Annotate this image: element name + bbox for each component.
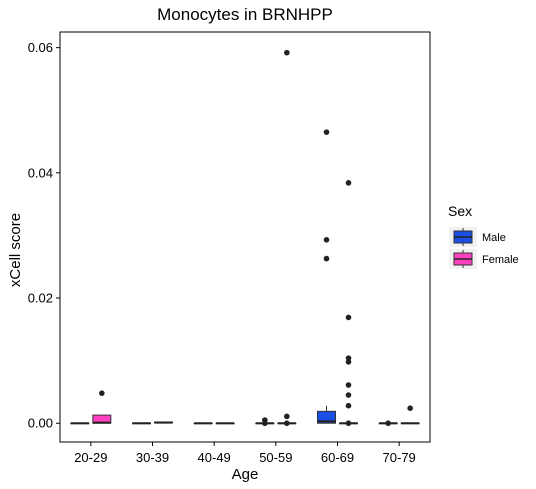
outlier-point — [99, 390, 105, 396]
outlier-point — [345, 359, 352, 365]
x-tick-label: 50-59 — [259, 450, 292, 465]
x-axis: 20-29 30-39 40-49 50-59 60-69 70-79 — [74, 442, 416, 465]
box-male-60-69 — [317, 129, 336, 424]
outlier-point — [345, 382, 352, 388]
outlier-point — [284, 413, 290, 420]
legend-title: Sex — [448, 203, 472, 219]
box-marks — [70, 49, 420, 427]
box-female-20-29 — [92, 390, 112, 424]
outlier-point — [323, 237, 330, 243]
plot-panel — [59, 31, 431, 443]
outlier-point — [345, 402, 352, 409]
outlier-point — [284, 420, 290, 427]
box-female-30-39 — [154, 421, 173, 424]
outlier-point — [345, 420, 352, 427]
outlier-point — [345, 314, 352, 321]
box-male-50-59 — [255, 417, 275, 427]
chart-title: Monocytes in BRNHPP — [157, 5, 333, 24]
y-tick-label: 0.02 — [28, 291, 53, 306]
box-male-70-79 — [378, 420, 398, 427]
outlier-point — [345, 392, 352, 398]
box-male-30-39 — [132, 422, 151, 425]
outlier-point — [323, 129, 330, 135]
outlier-point — [323, 255, 330, 262]
box-iqr — [317, 410, 336, 424]
y-axis: 0.00 0.02 0.04 0.06 — [28, 40, 60, 431]
y-tick-label: 0.06 — [28, 40, 53, 55]
box-female-50-59 — [277, 49, 297, 427]
x-tick-label: 30-39 — [136, 450, 169, 465]
outlier-point — [262, 420, 268, 427]
legend-item-female: Female — [449, 249, 519, 269]
legend-label: Female — [482, 254, 519, 266]
x-tick-label: 70-79 — [383, 450, 416, 465]
box-female-60-69 — [339, 180, 358, 427]
y-tick-label: 0.00 — [28, 416, 53, 431]
y-tick-label: 0.04 — [28, 165, 53, 180]
outlier-point — [385, 420, 391, 427]
x-axis-title: Age — [232, 466, 259, 483]
box-male-20-29 — [70, 422, 90, 425]
legend: Sex Male Female — [448, 203, 519, 269]
outlier-point — [345, 180, 352, 186]
outlier-point — [284, 49, 290, 56]
legend-item-male: Male — [449, 227, 506, 247]
x-tick-label: 40-49 — [198, 450, 231, 465]
box-male-40-49 — [193, 422, 213, 425]
x-tick-label: 60-69 — [321, 450, 354, 465]
box-female-40-49 — [215, 422, 235, 425]
outlier-point — [407, 405, 413, 411]
legend-label: Male — [482, 232, 506, 244]
y-axis-title: xCell score — [7, 213, 24, 287]
x-tick-label: 20-29 — [74, 450, 107, 465]
box-female-70-79 — [400, 405, 420, 425]
